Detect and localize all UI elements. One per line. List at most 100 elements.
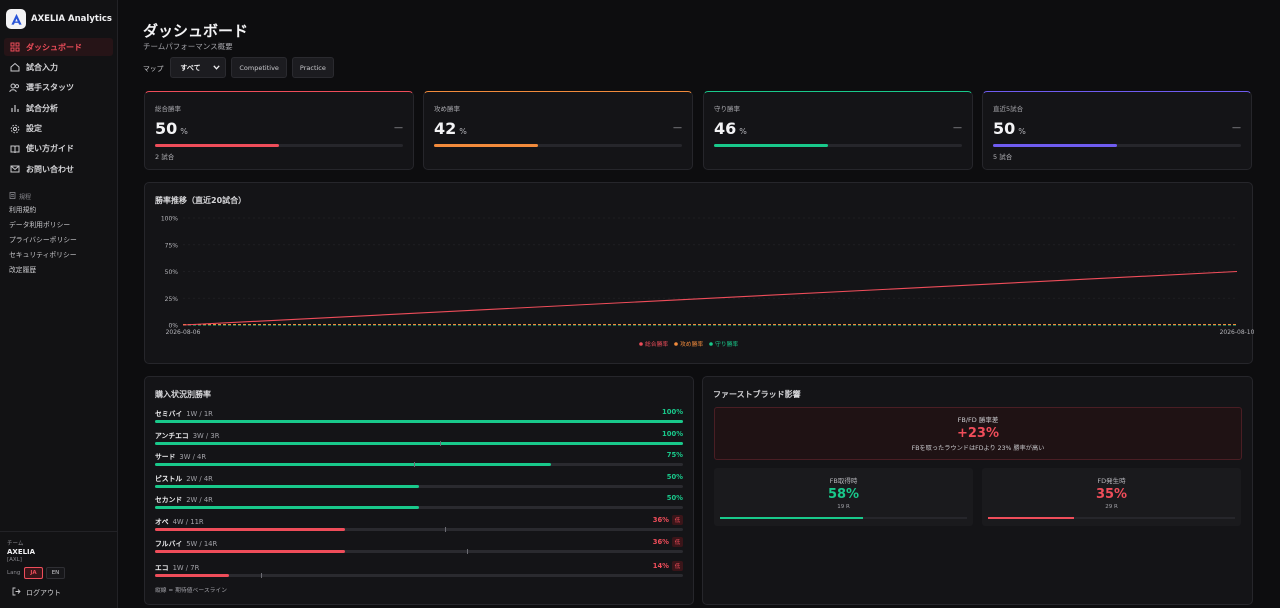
team-tag: [AXL] <box>7 557 22 563</box>
buy-type-name: セミバイ 1W / 1R <box>155 408 213 418</box>
kpi-label: 攻め勝率 <box>434 105 460 113</box>
bar-chart-icon <box>9 103 20 114</box>
kpi-value-number: 50 <box>155 119 178 138</box>
buy-progress-track <box>155 420 683 423</box>
lang-button-ja[interactable]: JA <box>24 567 43 579</box>
kpi-value-number: 50 <box>993 119 1016 138</box>
buy-record: 2W / 4R <box>186 496 213 504</box>
kpi-card-defense: 守り勝率 46% — <box>703 91 973 170</box>
page-title: ダッシュボード <box>143 22 249 40</box>
low-badge: 低 <box>672 561 683 571</box>
buy-type-name: オペ 4W / 11R <box>155 516 204 526</box>
sidebar: AXELIA Analytics ダッシュボード 試合入力 選手スタッツ 試合分… <box>0 0 118 608</box>
buy-progress-fill <box>155 441 683 445</box>
buy-record: 3W / 3R <box>192 431 220 440</box>
fd-occurred-fill <box>988 517 1075 519</box>
buy-progress-fill <box>155 420 683 423</box>
winrate-trend-chart: 0% 25% 50% 75% 100% 2026-08-06 2026-08-10 総合勝… <box>161 216 1254 349</box>
nav-item-match-analysis[interactable]: 試合分析 <box>4 99 113 117</box>
kpi-card-overall: 総合勝率 50% — 2 試合 <box>144 91 414 170</box>
legal-link-terms[interactable]: 利用規約 <box>9 206 37 215</box>
kpi-progress-track <box>714 144 962 147</box>
nav-item-contact[interactable]: お問い合わせ <box>4 160 113 178</box>
buy-progress-track <box>155 440 683 446</box>
legal-heading: 規程 <box>9 192 117 201</box>
lang-button-en[interactable]: EN <box>46 567 65 579</box>
baseline-tick <box>445 526 447 532</box>
nav-item-settings[interactable]: 設定 <box>4 120 113 138</box>
buy-row: セミバイ 1W / 1R 100% <box>155 408 683 428</box>
fb-acquired-panel: FB取得時 58% 19 R <box>714 468 973 526</box>
map-select-value: すべて <box>180 63 201 72</box>
buy-type-label: ピストル <box>155 474 183 483</box>
y-tick-label: 100% <box>161 216 178 223</box>
sidebar-footer: チーム AXELIA [AXL] Lang JA EN ログアウト <box>0 531 118 608</box>
kpi-subtext: 2 試合 <box>155 153 175 161</box>
nav-item-match-input[interactable]: 試合入力 <box>4 58 113 76</box>
kpi-value: 50% <box>993 119 1026 138</box>
main-content: ダッシュボード チームパフォーマンス概要 マップ すべて Competitive… <box>118 0 1280 608</box>
kpi-unit: % <box>739 127 747 136</box>
kpi-value: 50% <box>155 119 188 138</box>
brand-logo <box>6 9 26 29</box>
buy-type-name: アンチエコ 3W / 3R <box>155 430 219 440</box>
sidebar-nav: ダッシュボード 試合入力 選手スタッツ 試合分析 設定 使い方ガイド お問い合わ… <box>0 38 117 178</box>
fb-acquired-fill <box>720 517 864 519</box>
baseline-tick <box>466 549 468 554</box>
kpi-progress-fill <box>434 144 539 147</box>
fb-acquired-label: FB取得時 <box>829 477 858 485</box>
legend-swatch <box>709 342 713 346</box>
buy-type-label: オペ <box>155 517 169 526</box>
legend-label: 総合勝率 <box>645 340 668 348</box>
kpi-trend: — <box>953 123 962 133</box>
nav-label: 設定 <box>26 124 42 134</box>
buy-progress-fill <box>155 574 229 577</box>
filter-practice-button[interactable]: Practice <box>291 57 334 78</box>
legal-link-privacy[interactable]: プライバシーポリシー <box>9 236 77 245</box>
kpi-subtext: 5 試合 <box>993 153 1013 161</box>
legal-link-security[interactable]: セキュリティポリシー <box>9 251 77 260</box>
map-select[interactable]: すべて <box>170 57 227 78</box>
buy-record: 5W / 14R <box>186 540 218 548</box>
gear-icon <box>9 123 20 134</box>
buy-type-label: セミバイ <box>155 410 183 418</box>
legend-label: 攻め勝率 <box>680 340 703 348</box>
brand[interactable]: AXELIA Analytics <box>0 4 117 34</box>
fb-fd-diff-value: +23% <box>956 426 999 441</box>
nav-item-guide[interactable]: 使い方ガイド <box>4 140 113 158</box>
logout-button[interactable]: ログアウト <box>12 587 118 598</box>
nav-item-player-stats[interactable]: 選手スタッツ <box>4 79 113 97</box>
buy-status-title: 購入状況別勝率 <box>155 390 211 399</box>
legend-swatch <box>674 342 678 346</box>
document-icon <box>9 192 16 201</box>
team-caption: チーム <box>7 541 24 547</box>
buy-type-label: アンチエコ <box>155 431 189 440</box>
fb-acquired-track <box>720 517 967 519</box>
legal-link-changelog[interactable]: 改定履歴 <box>9 266 37 275</box>
page-subtitle: チームパフォーマンス概要 <box>143 42 233 51</box>
buy-winrate: 75% <box>666 451 683 459</box>
first-blood-card: ファーストブラッド影響 FB/FD 勝率差 +23% FBを取ったラウンドはFD… <box>702 376 1253 605</box>
users-icon <box>9 82 20 93</box>
kpi-unit: % <box>1018 127 1026 136</box>
x-tick-label: 2026-08-06 <box>166 329 201 336</box>
buy-winrate: 50% <box>666 472 683 481</box>
fd-occurred-panel: FD発生時 35% 29 R <box>982 468 1241 526</box>
kpi-progress-fill <box>993 144 1117 147</box>
legend-label: 守り勝率 <box>715 340 738 348</box>
nav-item-dashboard[interactable]: ダッシュボード <box>4 38 113 56</box>
kpi-progress-fill <box>155 144 279 147</box>
baseline-tick <box>413 462 415 467</box>
first-blood-title: ファーストブラッド影響 <box>713 390 801 399</box>
buy-progress-track <box>155 573 683 578</box>
buy-row: ピストル 2W / 4R 50% <box>155 473 683 493</box>
buy-progress-fill <box>155 527 346 531</box>
filter-competitive-button[interactable]: Competitive <box>231 57 287 78</box>
legal-link-data-policy[interactable]: データ利用ポリシー <box>9 221 71 230</box>
buy-type-name: エコ 1W / 7R <box>155 562 199 572</box>
kpi-trend: — <box>1232 123 1241 133</box>
nav-label: 選手スタッツ <box>26 83 74 93</box>
fb-fd-diff-label: FB/FD 勝率差 <box>957 416 999 424</box>
buy-progress-track <box>155 462 683 467</box>
kpi-card-attack: 攻め勝率 42% — <box>423 91 693 170</box>
